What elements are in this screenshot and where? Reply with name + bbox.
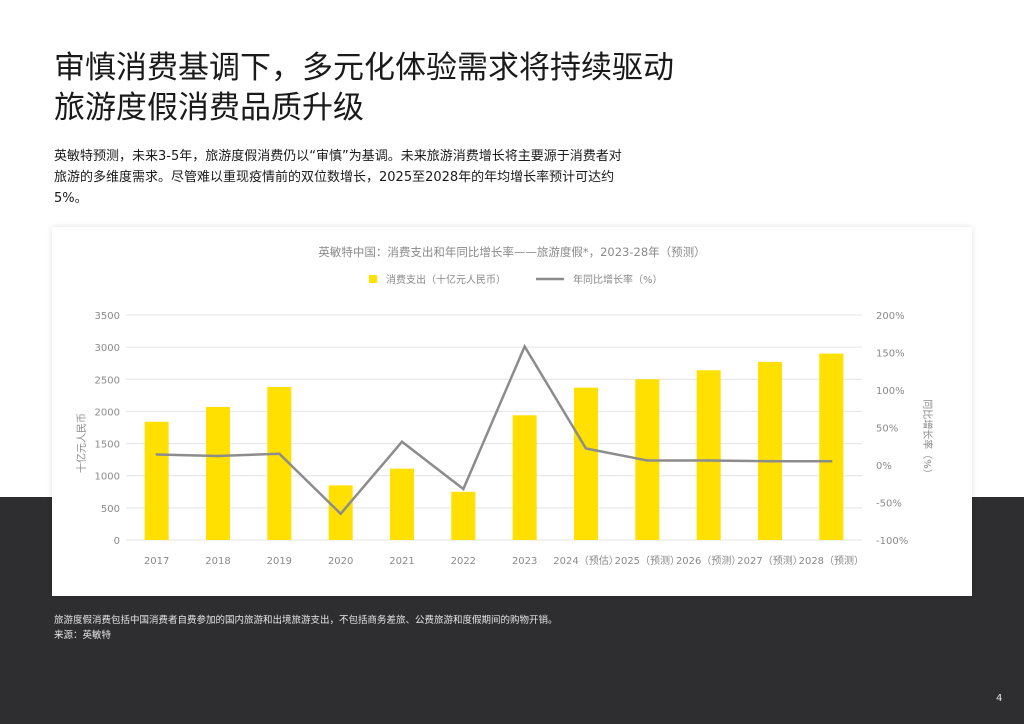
right-tick-label: 100% <box>876 386 905 397</box>
right-axis-label: 同比增长率（%） <box>921 399 934 479</box>
left-tick-label: 0 <box>114 536 120 547</box>
right-axis: -100% -50% 0% 50% 100% 150% 200% <box>876 311 908 547</box>
left-axis: 0 500 1000 1500 2000 2500 3000 3500 <box>95 311 120 547</box>
bar <box>206 406 230 540</box>
x-tick-label: 2024（预估） <box>553 554 618 567</box>
bar <box>819 353 844 540</box>
growth-rate-point <box>830 460 833 463</box>
chart-legend: 消费支出（十亿元人民币） 年同比增长率（%） <box>369 273 663 286</box>
growth-rate-point <box>339 512 342 515</box>
combo-chart: 英敏特中国：消费支出和年同比增长率——旅游度假*，2023-28年（预测） 消费… <box>75 245 934 567</box>
left-tick-label: 3000 <box>95 343 120 354</box>
right-tick-label: -100% <box>876 536 908 547</box>
growth-rate-point <box>278 452 281 455</box>
growth-rate-point <box>462 487 465 491</box>
intro-paragraph: 英敏特预测，未来3-5年，旅游度假消费仍以“审慎”为基调。未来旅游消费增长将主要… <box>54 149 622 206</box>
bar <box>451 491 476 540</box>
left-tick-label: 3500 <box>95 311 120 322</box>
bar <box>144 421 169 540</box>
bar <box>267 387 292 540</box>
growth-rate-point <box>646 459 649 462</box>
bar-series <box>144 353 844 540</box>
x-tick-label: 2022 <box>451 556 476 567</box>
right-tick-label: 150% <box>876 349 905 360</box>
growth-rate-point <box>768 460 772 463</box>
right-tick-label: 0% <box>876 461 892 472</box>
legend-bar-label: 消费支出（十亿元人民币） <box>386 273 506 286</box>
bar <box>696 370 721 540</box>
growth-rate-point <box>707 459 710 462</box>
right-tick-label: -50% <box>876 499 902 510</box>
legend-bar-swatch <box>369 275 377 283</box>
x-tick-label: 2027（预测） <box>737 554 802 567</box>
chart-title: 英敏特中国：消费支出和年同比增长率——旅游度假*，2023-28年（预测） <box>318 245 705 259</box>
x-tick-label: 2017 <box>144 556 169 567</box>
footnote-text: 旅游度假消费包括中国消费者自费参加的国内旅游和出境旅游支出，不包括商务差旅、公费… <box>54 615 558 626</box>
x-tick-label: 2018 <box>205 556 230 567</box>
chart-footnotes: 旅游度假消费包括中国消费者自费参加的国内旅游和出境旅游支出，不包括商务差旅、公费… <box>54 613 954 643</box>
page-title: 审慎消费基调下，多元化体验需求将持续驱动 旅游度假消费品质升级 <box>54 48 774 128</box>
grid-lines <box>126 314 862 541</box>
growth-rate-line <box>156 343 832 516</box>
growth-rate-point <box>584 447 588 450</box>
bar <box>758 361 782 540</box>
title-line-2: 旅游度假消费品质升级 <box>54 90 364 126</box>
x-tick-label: 2021 <box>389 556 414 567</box>
growth-rate-point <box>523 345 526 348</box>
bar <box>390 468 414 540</box>
x-tick-label: 2023 <box>512 556 537 567</box>
growth-rate-point <box>155 453 158 456</box>
left-tick-label: 2500 <box>95 375 120 386</box>
x-axis: 2017 2018 2019 2020 2021 2022 2023 2024（预估）2025… <box>144 554 864 567</box>
x-tick-label: 2019 <box>267 556 292 567</box>
title-line-1: 审慎消费基调下，多元化体验需求将持续驱动 <box>54 50 674 86</box>
line-series <box>155 343 833 516</box>
x-tick-label: 2025（预测） <box>615 554 680 567</box>
x-tick-label: 2028（预测） <box>799 554 864 567</box>
x-tick-label: 2020 <box>328 556 353 567</box>
page-number: 4 <box>996 693 1003 704</box>
source-text: 来源：英敏特 <box>54 630 112 641</box>
bar <box>574 387 598 540</box>
x-tick-label: 2026（预测） <box>676 554 741 567</box>
growth-rate-point <box>400 440 404 443</box>
bar <box>512 415 537 540</box>
left-tick-label: 1000 <box>95 472 120 483</box>
right-tick-label: 50% <box>876 424 898 435</box>
left-tick-label: 2000 <box>95 407 120 418</box>
growth-rate-point <box>216 454 220 458</box>
right-tick-label: 200% <box>876 311 905 322</box>
left-tick-label: 500 <box>101 504 120 515</box>
legend-line-label: 年同比增长率（%） <box>573 273 663 286</box>
left-axis-label: 十亿元人民币 <box>75 413 88 473</box>
chart-card: 英敏特中国：消费支出和年同比增长率——旅游度假*，2023-28年（预测） 消费… <box>52 227 972 596</box>
left-tick-label: 1500 <box>95 440 120 451</box>
